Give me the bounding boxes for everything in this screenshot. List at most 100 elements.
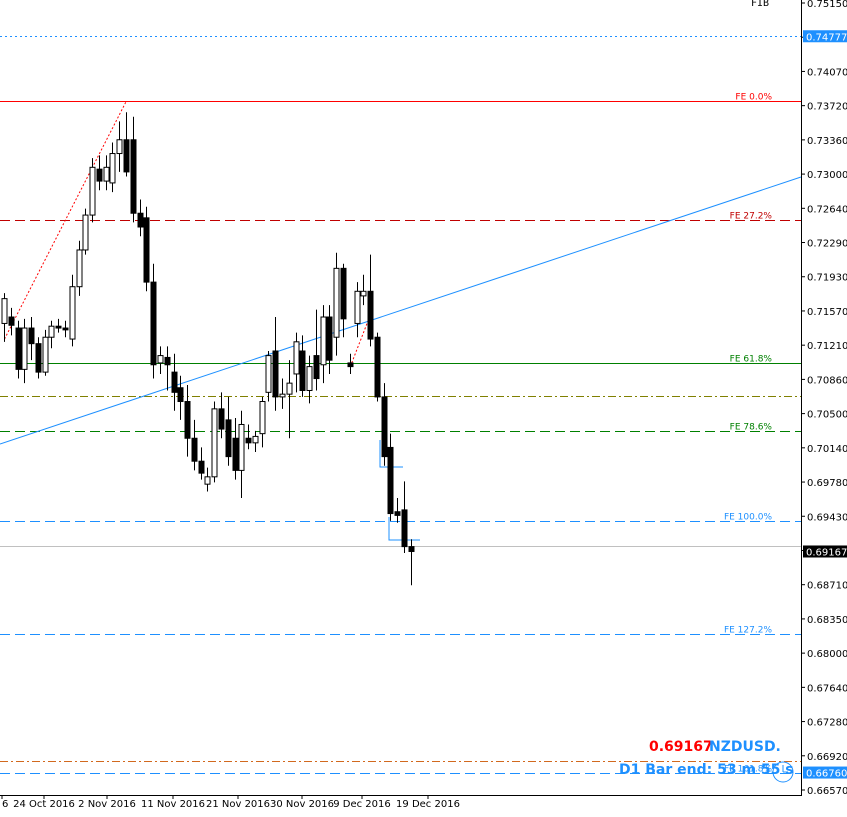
candle-bear: [299, 350, 306, 391]
candle-bull: [265, 355, 272, 393]
candle-bear: [35, 343, 42, 373]
symbol-text: NZDUSD.: [709, 739, 781, 755]
candle-bear: [8, 316, 15, 326]
candle-bull: [69, 286, 76, 340]
y-tick-label: 0.71930: [807, 273, 847, 284]
candle-bear: [218, 408, 225, 430]
candle-bear: [28, 327, 35, 345]
candle-bear: [137, 212, 144, 228]
candle-bear: [387, 446, 394, 515]
candles: [1, 112, 415, 586]
candle-bear: [401, 509, 408, 548]
price-box-label-0: 0.74777: [806, 32, 847, 43]
bar-end-text: D1 Bar end: 53 m 55 s: [619, 762, 794, 778]
candle-bull: [1, 298, 8, 324]
clock-icon: [772, 761, 794, 783]
level-label-8: FE 127.2%: [724, 626, 772, 636]
candle-bear: [394, 511, 401, 516]
candle-bear: [272, 350, 279, 398]
y-tick-label: 0.74070: [807, 67, 847, 78]
candle-bear: [225, 419, 232, 458]
candle-bull: [157, 355, 164, 364]
y-tick-label: 0.70500: [807, 410, 847, 421]
candle-bull: [204, 476, 211, 485]
candle-bull: [279, 393, 286, 398]
level-label-2: FE 27.2%: [730, 212, 773, 222]
candle-bear: [232, 437, 239, 471]
candle-bear: [326, 316, 333, 361]
candle-bear: [198, 460, 205, 474]
y-tick-label: 0.68710: [807, 581, 847, 592]
x-tick-label: 21 Nov 2016: [206, 799, 270, 810]
x-tick-label: 30 Nov 2016: [270, 799, 334, 810]
y-tick-label: 0.68000: [807, 649, 847, 660]
candle-bear: [96, 168, 103, 182]
candle-bull: [109, 153, 116, 184]
price-box-1: [803, 545, 847, 558]
level-lines: FE 0.0% FE 27.2% FE 61.8% FE 78.6% FE 100.0%…: [0, 36, 801, 775]
candle-bear: [313, 355, 320, 380]
candle-bear: [367, 290, 374, 340]
x-tick-label: 6: [2, 799, 8, 810]
y-tick-label: 0.73360: [807, 136, 847, 147]
candle-bear: [184, 401, 191, 439]
current-price-text: 0.69167: [649, 739, 713, 755]
candle-bull: [76, 249, 83, 288]
candle-bear: [15, 327, 22, 370]
candle-bear: [408, 546, 415, 552]
level-label-5: FE 78.6%: [730, 423, 773, 433]
x-tick-label: 9 Dec 2016: [333, 799, 391, 810]
marker-step-2: [388, 517, 420, 541]
candle-bear: [150, 281, 157, 366]
candle-bull: [89, 166, 96, 216]
y-tick-label: 0.68350: [807, 615, 847, 626]
marker-step-1: [379, 440, 403, 468]
candle-bull: [306, 366, 313, 391]
candle-bull: [82, 214, 89, 251]
x-tick-label: 2 Nov 2016: [78, 799, 136, 810]
candle-bear: [123, 139, 130, 173]
y-tick-label: 0.67280: [807, 718, 847, 729]
level-label-3: FE 61.8%: [730, 355, 773, 365]
x-tick-label: 24 Oct 2016: [13, 799, 75, 810]
level-label-1: FE 0.0%: [735, 93, 772, 103]
candle-bull: [116, 139, 123, 155]
candle-bear: [374, 336, 381, 398]
fib-swing-line: [4, 100, 127, 340]
level-label-10: FE 161.8%: [724, 765, 772, 775]
top-mark-label: FIB: [751, 0, 769, 9]
candle-bull: [259, 401, 266, 435]
y-tick-label: 0.67640: [807, 683, 847, 694]
candle-bear: [381, 396, 388, 458]
fib-retrace-line: [349, 314, 372, 367]
trend-line: [0, 176, 802, 445]
y-tick-label: 0.71210: [807, 341, 847, 352]
price-box-label-1: 0.69167: [806, 547, 847, 558]
y-tick-label: 0.75150: [807, 0, 847, 10]
candle-bear: [171, 371, 178, 393]
y-tick-label: 0.66570: [807, 786, 847, 797]
candle-bear: [245, 437, 252, 444]
candle-bull: [354, 290, 361, 324]
candle-bear: [62, 327, 69, 331]
candle-bull: [211, 408, 218, 478]
x-tick-label: 11 Nov 2016: [141, 799, 205, 810]
y-tick-label: 0.72640: [807, 204, 847, 215]
candle-bear: [55, 325, 62, 329]
clock-icon-face: [772, 761, 794, 783]
price-box-label-2: 0.66760: [806, 769, 847, 780]
level-label-6: FE 100.0%: [724, 513, 772, 523]
candle-bull: [252, 435, 259, 444]
axes: [0, 0, 802, 796]
candle-bull: [103, 166, 110, 182]
candle-bull: [320, 316, 327, 366]
candle-bear: [177, 387, 184, 403]
candle-bull: [293, 341, 300, 375]
x-tick-label: 19 Dec 2016: [396, 799, 460, 810]
candle-bear: [340, 267, 347, 320]
y-tick-label: 0.70140: [807, 444, 847, 455]
price-box-2: [803, 766, 847, 779]
candle-bull: [286, 382, 293, 395]
